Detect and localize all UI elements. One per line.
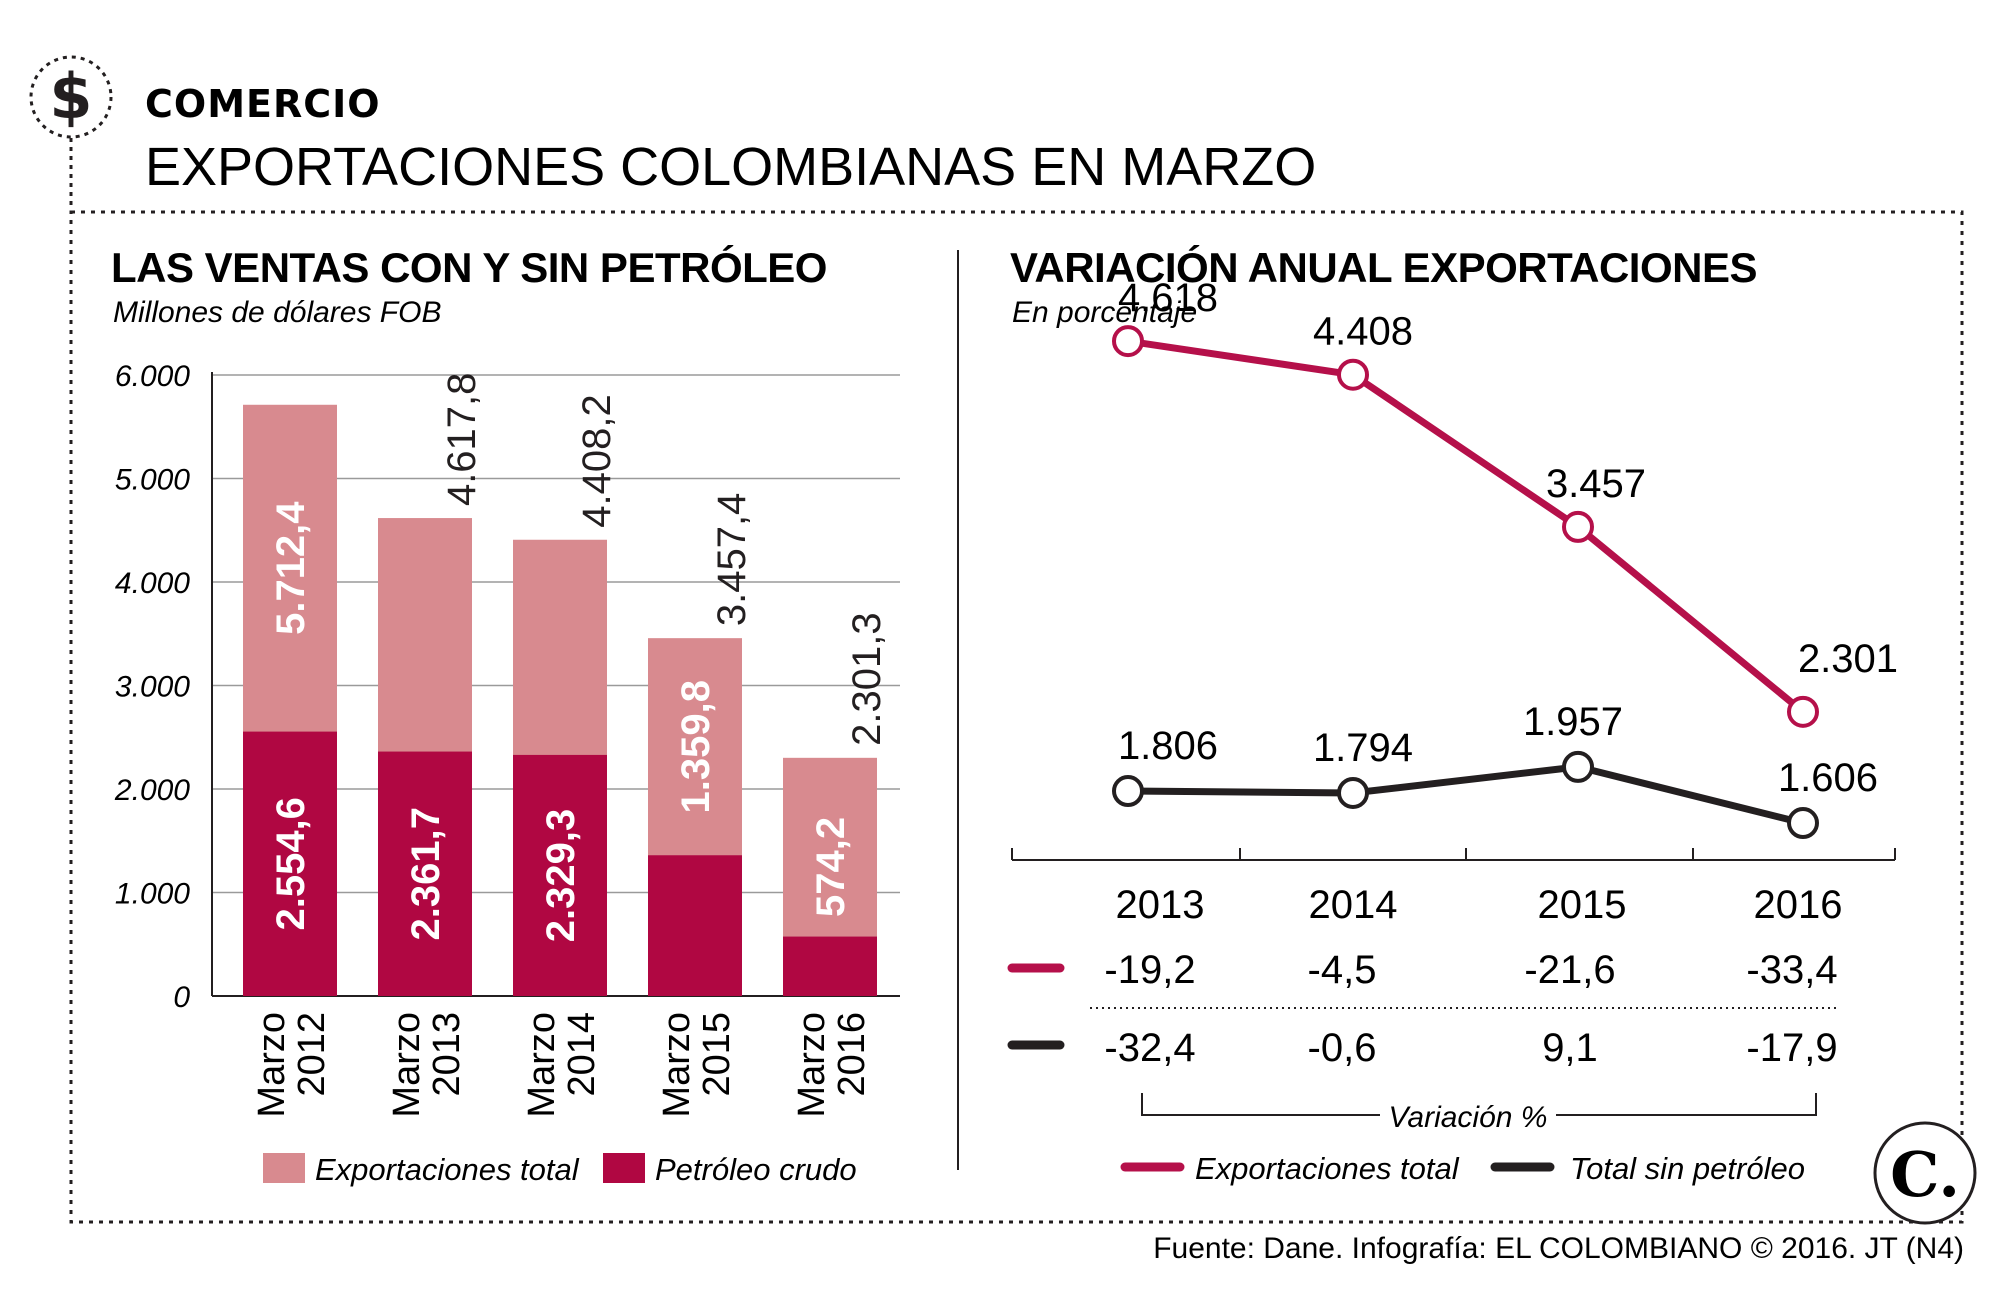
- variacion-value-exportaciones-total: -33,4: [1746, 948, 1837, 992]
- variacion-value-exportaciones-total: -21,6: [1524, 948, 1615, 992]
- bar-total-label: 5.712,4: [269, 501, 313, 635]
- line-point-label: 1.606: [1778, 756, 1878, 800]
- legend-label-petroleo: Petróleo crudo: [655, 1152, 857, 1187]
- line-chart: 4.618 4.408 3.457 2.301 1.806 1.794 1.957 1.606: [1112, 276, 1898, 840]
- bar-chart-subtitle: Millones de dólares FOB: [113, 296, 441, 329]
- line-point-exportaciones-total: [1562, 510, 1594, 543]
- bar-y-tick-label: 3.000: [115, 671, 190, 704]
- bar-y-tick-label: 0: [173, 981, 190, 1014]
- logo-letter: C.: [1890, 1138, 1960, 1211]
- bar-petroleo-crudo: [648, 855, 742, 996]
- bar-total-label: 4.617,8: [440, 373, 484, 506]
- line-point-label: 3.457: [1546, 462, 1646, 506]
- variacion-value-sin-petroleo: -32,4: [1104, 1026, 1195, 1070]
- line-series-sin-petroleo: [1127, 763, 1804, 827]
- variacion-value-exportaciones-total: -4,5: [1308, 948, 1377, 992]
- dotted-frame: [69, 210, 1964, 1224]
- bar-chart-title: LAS VENTAS CON Y SIN PETRÓLEO: [111, 243, 827, 291]
- legend-label-exportaciones: Exportaciones total: [315, 1152, 580, 1187]
- line-point-sin-petroleo: [1112, 775, 1144, 808]
- variacion-value-exportaciones-total: -19,2: [1104, 948, 1195, 992]
- legend-swatch-petroleo: [603, 1153, 645, 1183]
- bar-x-label-month: Marzo: [521, 1012, 563, 1118]
- source-footer: Fuente: Dane. Infografía: EL COLOMBIANO …: [1153, 1232, 1964, 1265]
- bar-x-label-month: Marzo: [791, 1012, 833, 1118]
- variacion-label: Variación %: [1389, 1101, 1548, 1134]
- line-x-label: 2013: [1116, 883, 1205, 927]
- bar-legend: Exportaciones total Petróleo crudo: [263, 1152, 857, 1187]
- line-point-sin-petroleo: [1787, 807, 1819, 840]
- variacion-value-sin-petroleo: -17,9: [1746, 1026, 1837, 1070]
- bar-petroleo-crudo: [783, 936, 877, 996]
- bar-x-label-month: Marzo: [386, 1012, 428, 1118]
- bar-x-label-month: Marzo: [251, 1012, 293, 1118]
- bar-total-label: 4.408,2: [575, 394, 619, 527]
- legend-swatch-exportaciones: [263, 1153, 305, 1183]
- bar-total-label: 3.457,4: [710, 493, 754, 626]
- bar-petroleo-label: 2.329,3: [539, 809, 583, 942]
- line-point-label: 2.301: [1798, 637, 1898, 681]
- bar-x-label-year: 2016: [831, 1012, 873, 1097]
- bar-y-tick-label: 4.000: [115, 567, 190, 600]
- bar-x-label-year: 2012: [291, 1012, 333, 1097]
- legend-label-sin-petroleo: Total sin petróleo: [1570, 1151, 1805, 1186]
- line-point-exportaciones-total: [1787, 695, 1819, 728]
- bar-x-label-year: 2014: [561, 1012, 603, 1097]
- line-x-label: 2016: [1754, 883, 1843, 927]
- el-colombiano-logo: C.: [1873, 1121, 1977, 1225]
- line-chart-subtitle: En porcentaje: [1012, 296, 1197, 329]
- svg-text:$: $: [49, 60, 92, 133]
- bar-x-label-year: 2015: [696, 1012, 738, 1097]
- bar-chart: 0 1.000 2.000 3.000 4.000 5.000 6.000 5.712,4 2…: [114, 360, 900, 1118]
- bar-petroleo-label: 574,2: [809, 817, 853, 917]
- variacion-value-sin-petroleo: -0,6: [1308, 1026, 1377, 1070]
- legend-label-exportaciones-total: Exportaciones total: [1195, 1151, 1460, 1186]
- page-title: EXPORTACIONES COLOMBIANAS EN MARZO: [145, 137, 1316, 197]
- line-point-sin-petroleo: [1562, 750, 1594, 783]
- dollar-sign-icon: $: [29, 55, 113, 139]
- line-chart-title: VARIACIÓN ANUAL EXPORTACIONES: [1010, 243, 1757, 291]
- bar-petroleo-label: 1.359,8: [674, 680, 718, 813]
- line-point-exportaciones-total: [1112, 325, 1144, 358]
- bar-y-tick-label: 2.000: [114, 774, 190, 807]
- line-x-label: 2015: [1538, 883, 1627, 927]
- section-label: COMERCIO: [145, 82, 381, 126]
- line-point-sin-petroleo: [1337, 776, 1369, 809]
- bar-petroleo-label: 2.361,7: [404, 807, 448, 940]
- line-point-label: 4.408: [1313, 310, 1413, 354]
- bar-y-tick-label: 1.000: [115, 878, 190, 911]
- bar-y-tick-label: 5.000: [115, 464, 190, 497]
- line-point-label: 1.806: [1118, 724, 1218, 768]
- line-x-label: 2014: [1309, 883, 1398, 927]
- bar-petroleo-label: 2.554,6: [269, 797, 313, 930]
- variacion-bracket: Variación %: [1141, 1093, 1817, 1134]
- line-point-label: 1.957: [1523, 700, 1623, 744]
- line-point-label: 1.794: [1313, 726, 1413, 770]
- line-point-label: 4.618: [1118, 276, 1218, 320]
- bar-petroleo-crudo: [243, 731, 337, 996]
- line-point-exportaciones-total: [1337, 358, 1369, 391]
- line-series-exportaciones-total: [1127, 337, 1806, 715]
- bar-y-tick-label: 6.000: [115, 360, 190, 393]
- bar-total-label: 2.301,3: [845, 612, 889, 745]
- bar-x-label-year: 2013: [426, 1012, 468, 1097]
- variacion-value-sin-petroleo: 9,1: [1542, 1026, 1598, 1070]
- bar-petroleo-crudo: [513, 754, 607, 996]
- bar-petroleo-crudo: [378, 751, 472, 996]
- line-legend: Exportaciones total Total sin petróleo: [1120, 1151, 1805, 1186]
- bar-x-label-month: Marzo: [656, 1012, 698, 1118]
